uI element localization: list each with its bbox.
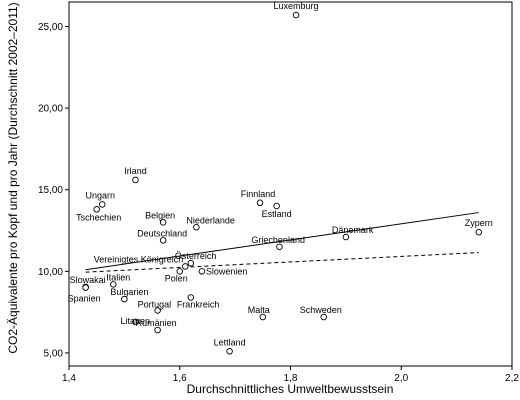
data-point [256,199,264,207]
point-label: Ungarn [85,190,115,200]
x-tick-label: 2,0 [394,373,408,384]
data-point [182,263,189,270]
point-label: Litauen [120,316,150,326]
point-label: Luxemburg [274,1,319,11]
point-label: Frankreich [177,299,220,309]
data-point [276,243,283,251]
point-label: Spanien [68,294,101,304]
data-point [154,307,161,314]
x-axis-title: Durchschnittliches Umweltbewusstsein [187,382,394,396]
point-label: Zypern [465,218,493,228]
data-point [176,268,183,275]
y-tick-label: 15,00 [38,185,63,196]
point-label: Bulgarien [110,287,148,297]
x-tick-label: 1,4 [62,373,76,384]
x-tick-label: 1,6 [173,373,187,384]
point-label: Tschechien [76,212,121,222]
point-label: Slowakai [70,275,106,285]
point-label: Irland [124,166,147,176]
data-point [98,201,106,208]
point-label: Schweden [300,305,342,315]
y-axis-title: CO2-Äquivalente pro Kopf und pro Jahr (D… [6,2,20,353]
data-point [110,281,117,288]
plot-frame [68,1,513,367]
y-tick-label: 20,00 [38,104,63,115]
point-label: Italien [106,272,130,282]
data-point [475,228,483,236]
data-point [259,313,267,321]
point-label: Malta [248,305,270,315]
point-label: Belgien [145,210,175,220]
point-label: Portugal [138,300,172,310]
x-tick-label: 2,2 [505,373,519,384]
point-label: Griechenland [251,235,305,245]
data-point [292,11,300,19]
data-point [82,284,89,291]
data-point [93,206,100,213]
point-label: Rumänien [136,318,177,328]
data-point [342,233,350,241]
point-label: Vereinigtes Königreich [94,254,184,264]
point-label: Finnland [241,189,276,199]
point-label: Dänemark [332,225,374,235]
data-point [121,295,128,303]
fit-line-dashed [85,252,479,273]
point-label: Deutschland [137,228,187,238]
point-label: Estland [262,209,292,219]
y-tick-label: 5,00 [44,348,64,359]
fit-lines [85,212,479,273]
data-point [132,318,139,326]
data-point [187,294,195,301]
point-label: Lettland [214,337,246,347]
point-label: Polen [165,273,188,283]
data-point [159,237,167,244]
data-point [198,268,206,275]
fit-line-solid [85,212,479,271]
y-tick-label: 25,00 [38,22,63,33]
y-tick-label: 10,00 [38,267,63,278]
point-label: Österreich [175,251,217,261]
axes: 1,4 1,6 1,8 2,0 2,2 5,00 10,00 15,00 20,00 25,00 [38,1,519,384]
data-point [273,202,280,210]
point-label: Niederlande [186,215,235,225]
data-point [193,224,200,231]
data-point [320,313,327,321]
point-label: Slowenien [206,266,248,276]
data-points: Luxemburg Irland Ungarn Tschechien Finnland E… [68,1,493,355]
data-point [187,259,195,267]
data-point [159,219,167,226]
data-point [132,176,139,184]
data-point [226,348,233,355]
data-point [154,326,161,334]
x-tick-label: 1,8 [284,373,298,384]
